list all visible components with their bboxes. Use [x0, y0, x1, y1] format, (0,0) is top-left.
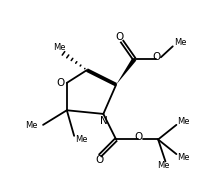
Text: O: O: [152, 52, 160, 62]
Text: Me: Me: [157, 161, 170, 170]
Text: N: N: [100, 116, 108, 126]
Text: Me: Me: [53, 43, 66, 52]
Polygon shape: [116, 58, 136, 85]
Text: O: O: [57, 78, 65, 88]
Text: Me: Me: [174, 38, 186, 47]
Text: Me: Me: [177, 153, 190, 162]
Text: Me: Me: [177, 117, 190, 126]
Text: O: O: [96, 155, 104, 165]
Text: O: O: [134, 132, 142, 142]
Text: Me: Me: [25, 121, 38, 130]
Text: O: O: [116, 32, 124, 42]
Text: Me: Me: [75, 135, 88, 144]
Polygon shape: [86, 68, 117, 86]
